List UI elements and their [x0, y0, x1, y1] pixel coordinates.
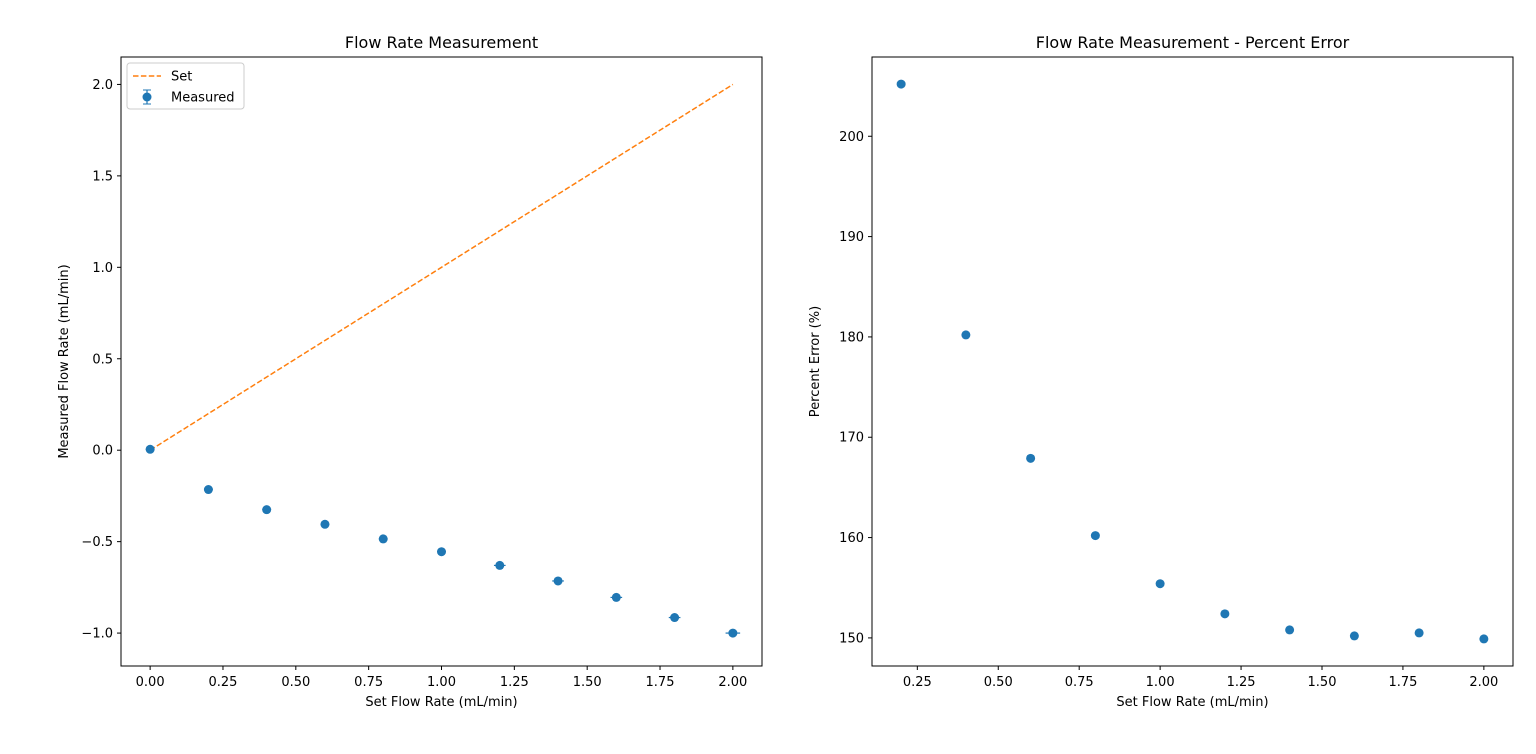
- data-point: [728, 628, 738, 638]
- y-axis-label: Measured Flow Rate (mL/min): [57, 264, 72, 458]
- x-axis-label: Set Flow Rate (mL/min): [1116, 695, 1268, 710]
- y-tick-label: 2.0: [92, 78, 113, 93]
- data-point: [262, 505, 272, 515]
- legend-box: [126, 62, 245, 110]
- legend: Set Measured: [126, 62, 245, 110]
- x-tick-label: 1.25: [500, 675, 529, 690]
- x-tick-label: 0.50: [281, 675, 310, 690]
- x-tick-label: 0.50: [984, 675, 1013, 690]
- data-point: [378, 534, 388, 544]
- y-tick-label: 200: [839, 130, 864, 145]
- x-tick-label: 0.75: [1065, 675, 1094, 690]
- data-point: [961, 330, 971, 340]
- data-point: [1414, 628, 1424, 638]
- y-tick-label: −0.5: [81, 535, 113, 550]
- data-point: [437, 547, 446, 557]
- y-tick-label: 150: [839, 631, 864, 646]
- data-point: [495, 560, 505, 570]
- data-point: [1026, 453, 1036, 463]
- data-point: [1155, 579, 1165, 589]
- plot-frame: [120, 56, 763, 667]
- data-point: [670, 613, 680, 623]
- x-tick-label: 2.00: [1469, 675, 1498, 690]
- chart-title: Flow Rate Measurement: [345, 33, 538, 52]
- data-point: [203, 485, 213, 495]
- chart-title: Flow Rate Measurement - Percent Error: [1036, 33, 1350, 52]
- x-tick-label: 1.25: [1227, 675, 1256, 690]
- y-tick-label: 1.5: [92, 169, 113, 184]
- y-tick-label: 190: [839, 230, 864, 245]
- x-tick-label: 1.00: [1146, 675, 1175, 690]
- x-tick-label: 1.75: [1388, 675, 1417, 690]
- y-tick-label: 1.0: [92, 261, 113, 276]
- x-tick-label: 0.75: [354, 675, 383, 690]
- data-point: [611, 592, 621, 602]
- y-tick-label: 170: [839, 431, 864, 446]
- data-point: [1349, 631, 1359, 641]
- data-point: [553, 576, 563, 586]
- data-point: [1220, 609, 1230, 619]
- y-axis-label: Percent Error (%): [808, 306, 823, 417]
- y-tick-label: 180: [839, 330, 864, 345]
- series-line-set: [149, 83, 734, 451]
- data-point: [320, 519, 330, 529]
- x-tick-label: 1.50: [573, 675, 602, 690]
- x-tick-label: 0.00: [136, 675, 165, 690]
- data-point: [145, 444, 155, 454]
- data-point: [1285, 625, 1295, 635]
- x-tick-label: 0.25: [903, 675, 932, 690]
- chart-2: Flow Rate Measurement - Percent Error 0.2…: [808, 33, 1514, 710]
- data-point: [1479, 634, 1489, 644]
- x-tick-label: 0.25: [209, 675, 238, 690]
- legend-label: Set: [171, 70, 192, 85]
- x-tick-label: 1.75: [646, 675, 675, 690]
- y-tick-label: 0.0: [92, 444, 113, 459]
- legend-label: Measured: [171, 91, 235, 106]
- y-tick-label: 0.5: [92, 352, 113, 367]
- y-tick-label: −1.0: [81, 627, 113, 642]
- x-tick-label: 1.50: [1308, 675, 1337, 690]
- chart-1: Flow Rate Measurement 0.00 0.25 0.50 0.75 1.0…: [57, 33, 763, 710]
- x-axis-label: Set Flow Rate (mL/min): [365, 695, 517, 710]
- legend-marker: [142, 92, 152, 102]
- plot-frame: [871, 56, 1514, 667]
- x-tick-label: 2.00: [718, 675, 747, 690]
- y-tick-label: 160: [839, 531, 864, 546]
- data-point: [896, 79, 906, 89]
- x-tick-label: 1.00: [427, 675, 456, 690]
- data-point: [1090, 531, 1100, 541]
